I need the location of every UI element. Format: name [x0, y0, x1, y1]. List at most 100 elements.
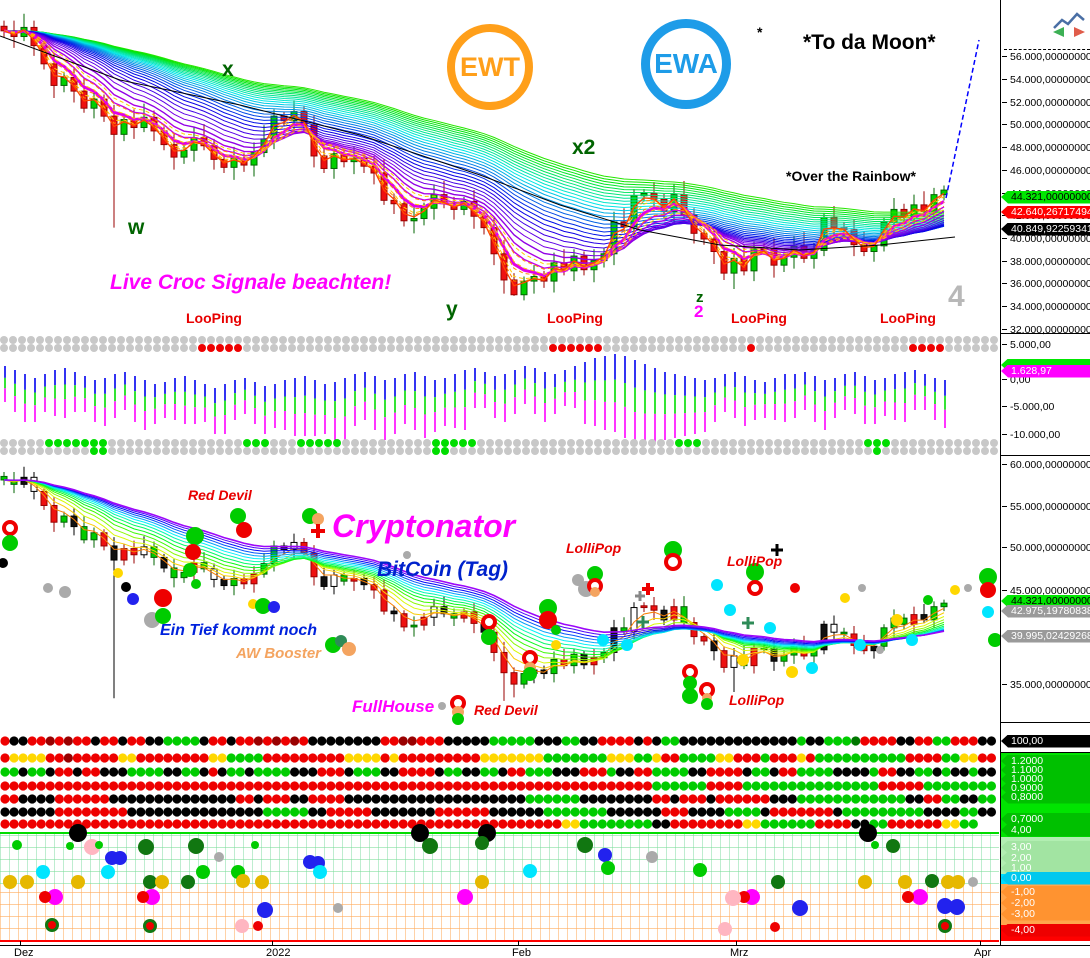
- signal-dot: [603, 439, 611, 447]
- time-axis[interactable]: Dez 2022 Feb Mrz Apr: [0, 941, 1090, 958]
- signal-dot: [450, 447, 458, 455]
- scatter-dot: [101, 865, 115, 879]
- black-line-dot: [69, 824, 87, 842]
- signal-dot: [468, 344, 476, 352]
- matrix-dot: [398, 736, 408, 746]
- price-tag: 42.975,19780838: [1001, 604, 1090, 618]
- matrix-dot: [706, 736, 716, 746]
- matrix-dot: [498, 753, 508, 763]
- matrix-dot: [851, 753, 861, 763]
- matrix-dot: [760, 794, 770, 804]
- signal-dot: [585, 344, 593, 352]
- signal-dot: [882, 344, 890, 352]
- signal-dot: [378, 344, 386, 352]
- matrix-dot: [425, 767, 435, 777]
- signal-dot: [621, 447, 629, 455]
- matrix-dot: [54, 807, 64, 817]
- signal-dot: [153, 336, 161, 344]
- matrix-dot: [742, 767, 752, 777]
- matrix-dot: [923, 781, 933, 791]
- matrix-dot: [606, 767, 616, 777]
- matrix-dot: [208, 781, 218, 791]
- price-tag: 0,7000: [1001, 812, 1090, 826]
- signal-dot: [72, 336, 80, 344]
- chart2-title: Cryptonator: [332, 508, 516, 544]
- signal-dot: [756, 447, 764, 455]
- matrix-dot: [208, 736, 218, 746]
- signal-dot: [621, 344, 629, 352]
- signal-dot: [486, 439, 494, 447]
- signal-dot: [351, 344, 359, 352]
- matrix-dot: [172, 794, 182, 804]
- signal-dot: [954, 447, 962, 455]
- price-scale[interactable]: 56.000,00000000 54.000,00000000 52.000,000…: [1000, 0, 1090, 945]
- signal-dot: [864, 336, 872, 344]
- signal-dot: [288, 344, 296, 352]
- matrix-dot: [552, 794, 562, 804]
- signal-dot: [963, 344, 971, 352]
- matrix-dot: [905, 794, 915, 804]
- signal-dot: [72, 439, 80, 447]
- matrix-dot: [398, 819, 408, 829]
- signal-dot: [54, 447, 62, 455]
- signal-dot: [765, 336, 773, 344]
- matrix-dot: [181, 736, 191, 746]
- matrix-dot: [941, 819, 951, 829]
- matrix-dot: [208, 794, 218, 804]
- matrix-dot: [896, 794, 906, 804]
- candle-body: [120, 548, 128, 561]
- matrix-dot: [507, 781, 517, 791]
- matrix-dot: [896, 819, 906, 829]
- matrix-dot: [878, 807, 888, 817]
- signal-dot: [594, 336, 602, 344]
- signal-dot: [540, 336, 548, 344]
- matrix-dot: [27, 819, 37, 829]
- matrix-dot: [471, 736, 481, 746]
- signal-dot: [783, 344, 791, 352]
- matrix-dot: [90, 807, 101, 817]
- signal-dot: [180, 439, 188, 447]
- signal-marker: [59, 586, 71, 598]
- chart-plot-area[interactable]: [0, 0, 1000, 945]
- matrix-dot: [706, 807, 716, 817]
- matrix-dot: [253, 781, 263, 791]
- matrix-dot: [190, 794, 200, 804]
- matrix-dot: [633, 807, 644, 817]
- lollipop-label: LolliPop: [566, 540, 622, 556]
- matrix-dot: [226, 807, 236, 817]
- chart-shift-icon[interactable]: [1050, 10, 1088, 42]
- candle-body: [420, 616, 428, 626]
- matrix-dot: [217, 781, 227, 791]
- matrix-dot: [507, 736, 517, 746]
- signal-dot: [567, 336, 575, 344]
- signal-dot: [486, 447, 494, 455]
- matrix-dot: [471, 781, 481, 791]
- matrix-dot: [769, 767, 779, 777]
- matrix-dot: [425, 819, 435, 829]
- scatter-dot: [66, 842, 74, 850]
- matrix-dot: [814, 781, 825, 791]
- matrix-dot: [760, 767, 770, 777]
- matrix-dot: [733, 819, 743, 829]
- fullhouse-label: FullHouse: [352, 697, 435, 716]
- matrix-dot: [977, 767, 988, 777]
- price-tag: 40.849,92259341: [1001, 222, 1090, 236]
- matrix-dot: [679, 794, 689, 804]
- matrix-dot: [932, 807, 942, 817]
- scatter-dot: [523, 864, 537, 878]
- signal-dot: [828, 447, 836, 455]
- candle-body: [230, 157, 238, 168]
- signal-dot: [882, 447, 890, 455]
- signal-dot: [360, 344, 368, 352]
- matrix-dot: [606, 807, 616, 817]
- signal-marker: [701, 698, 713, 710]
- candle-body: [50, 504, 58, 523]
- signal-dot: [783, 336, 791, 344]
- matrix-dot: [371, 794, 381, 804]
- matrix-dot: [398, 807, 408, 817]
- matrix-dot: [561, 753, 571, 763]
- matrix-dot: [326, 753, 336, 763]
- signal-dot: [288, 439, 296, 447]
- matrix-dot: [81, 753, 92, 763]
- signal-dot: [153, 439, 161, 447]
